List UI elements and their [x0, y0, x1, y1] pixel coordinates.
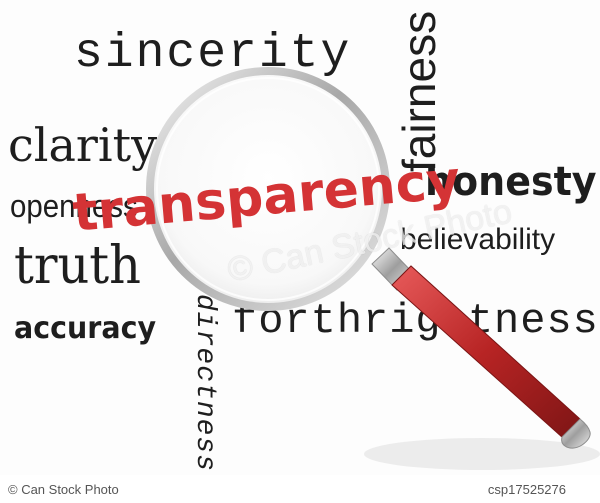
- canvas: sincerity clarity openness truth accurac…: [8, 10, 600, 473]
- word-sincerity: sincerity: [74, 27, 352, 81]
- word-honesty: honesty: [425, 159, 597, 205]
- footer-copyright: © Can Stock Photo: [8, 482, 119, 497]
- word-truth: truth: [14, 236, 141, 296]
- footer-bar: © Can Stock Photo csp17525276: [0, 478, 600, 503]
- word-accuracy: accuracy: [14, 311, 157, 346]
- word-believability: believability: [400, 223, 556, 256]
- lens-rim: [146, 67, 390, 311]
- handle: [371, 247, 591, 449]
- footer-image-code: csp17525276: [487, 482, 566, 497]
- magnifying-glass-icon: transparency: [70, 67, 600, 470]
- lens-glass: [150, 71, 386, 307]
- word-clarity: clarity: [8, 118, 158, 172]
- shadow: [364, 438, 600, 470]
- word-openness: openness: [10, 188, 138, 224]
